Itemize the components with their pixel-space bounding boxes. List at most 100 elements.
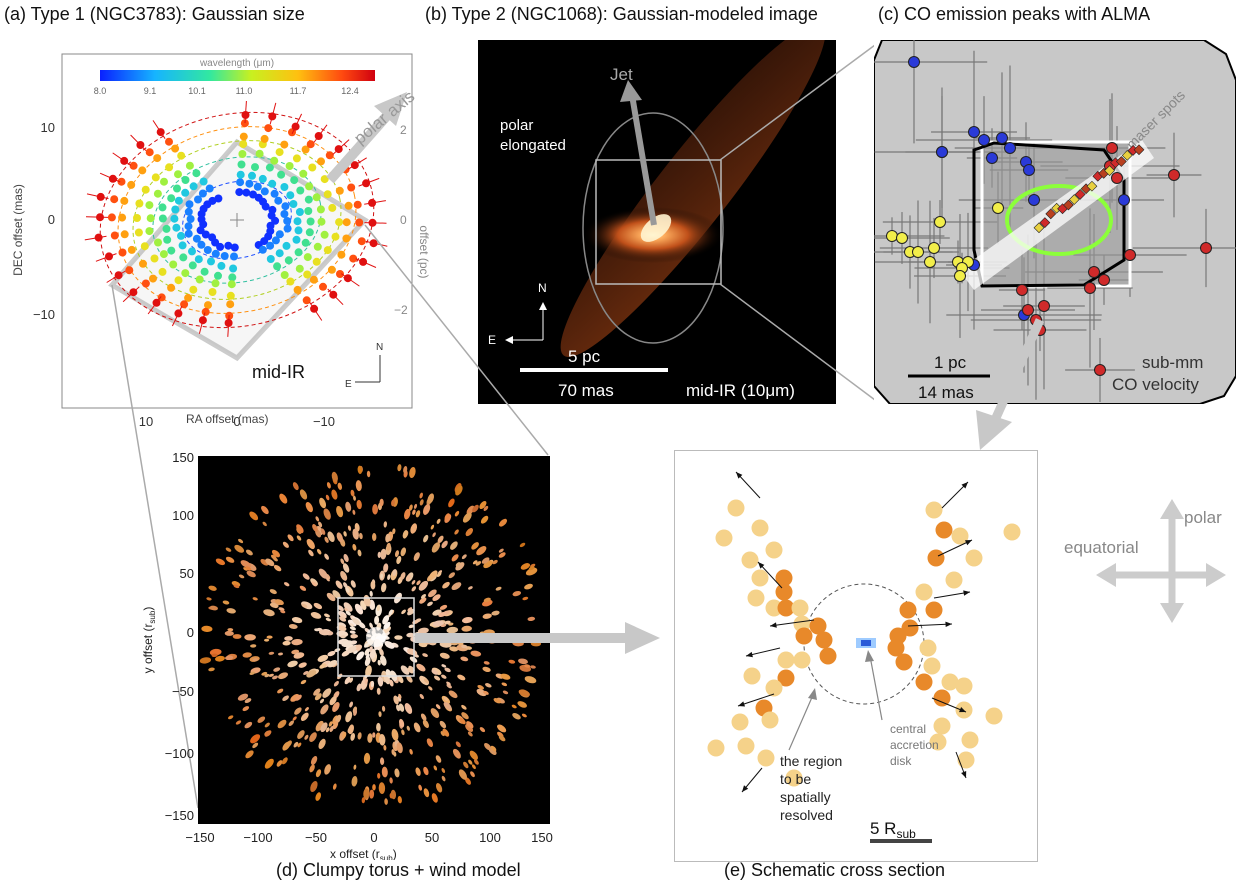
clump	[209, 605, 218, 611]
wavelength-dot	[280, 271, 289, 279]
clump	[413, 722, 421, 733]
clump-light	[757, 749, 775, 767]
wavelength-dot	[258, 174, 267, 183]
clump	[309, 764, 315, 773]
maser-spot	[1121, 150, 1133, 161]
clump	[448, 572, 456, 579]
clump	[318, 738, 326, 750]
wavelength-dot	[158, 214, 167, 223]
wavelength-dot	[266, 255, 275, 263]
clump	[378, 782, 386, 794]
clump	[324, 764, 331, 775]
wavelength-dot	[141, 279, 150, 288]
clump	[309, 732, 317, 742]
wavelength-dot	[317, 157, 325, 166]
wind-arrowhead	[746, 651, 753, 658]
co-peak-blue	[1004, 142, 1016, 154]
panel-a-band-label: mid-IR	[252, 362, 305, 382]
clump	[419, 597, 427, 604]
wavelength-dot	[280, 210, 289, 218]
clump	[287, 534, 294, 542]
clump	[374, 615, 380, 625]
wind-arrowhead	[961, 482, 968, 489]
clump	[225, 547, 232, 552]
wavelength-dot	[258, 245, 267, 254]
co-peak-red	[1022, 304, 1034, 316]
clump-light	[707, 739, 725, 757]
wavelength-dot	[177, 151, 186, 160]
wavelength-dot	[282, 241, 291, 250]
arrow-c-e	[976, 318, 1045, 450]
clump-dense	[819, 647, 837, 665]
clump	[446, 683, 452, 689]
wavelength-dot	[189, 285, 198, 294]
panel-e-frame	[674, 450, 1038, 862]
clump	[435, 782, 443, 793]
clump	[276, 760, 283, 767]
clump	[427, 601, 433, 607]
clump	[222, 600, 230, 605]
clump	[437, 535, 444, 544]
clump	[379, 648, 384, 656]
clump	[492, 559, 498, 565]
wavelength-dot	[198, 189, 207, 198]
wavelength-dot	[235, 188, 244, 197]
wavelength-dot	[204, 301, 212, 310]
clump	[324, 553, 329, 560]
clump	[524, 676, 537, 684]
clump	[419, 492, 423, 499]
clump	[392, 528, 396, 535]
clump	[336, 625, 347, 632]
clump	[412, 509, 416, 515]
clump	[398, 718, 405, 728]
clump	[418, 784, 423, 791]
clump	[404, 508, 411, 520]
colorbar-tick-6: 12.4	[341, 86, 359, 96]
clump	[483, 597, 491, 603]
clump	[265, 558, 275, 567]
maser-spot	[1133, 144, 1145, 156]
clump	[432, 620, 444, 627]
wavelength-dot	[185, 161, 194, 170]
clump	[252, 658, 258, 662]
clump	[444, 620, 451, 625]
clump	[336, 505, 344, 518]
co-peak-red	[1016, 284, 1028, 296]
wavelength-dot	[357, 237, 366, 246]
wavelength-dot	[220, 252, 229, 260]
clump	[518, 658, 528, 665]
wavelength-dot	[160, 177, 168, 186]
clump	[397, 675, 404, 684]
wavelength-dot	[295, 264, 304, 273]
wavelength-dot	[201, 307, 210, 316]
clump	[359, 532, 363, 540]
wavelength-dot	[327, 265, 336, 274]
clump-light	[791, 599, 809, 617]
clump	[324, 536, 329, 543]
clump	[385, 533, 391, 543]
wavelength-dot	[308, 163, 317, 172]
clump	[495, 586, 502, 591]
clump	[245, 549, 253, 556]
clump	[383, 621, 391, 630]
error-whisker	[347, 157, 367, 170]
clump	[400, 665, 410, 675]
clump	[304, 707, 309, 712]
clump	[352, 509, 356, 515]
clump	[485, 683, 492, 688]
clump	[291, 617, 303, 624]
wavelength-dot	[260, 187, 269, 196]
wavelength-dot	[226, 291, 235, 300]
wavelength-dot	[184, 207, 193, 216]
wavelength-dot	[184, 293, 193, 302]
clump	[339, 616, 347, 622]
clump	[471, 764, 476, 770]
clump	[356, 499, 362, 510]
clump	[353, 650, 358, 655]
clump	[268, 673, 274, 677]
colorbar-label: wavelength (μm)	[199, 58, 274, 69]
clump	[524, 664, 531, 668]
wavelength-dot	[167, 246, 176, 255]
clump	[382, 615, 390, 625]
clump	[271, 549, 281, 558]
